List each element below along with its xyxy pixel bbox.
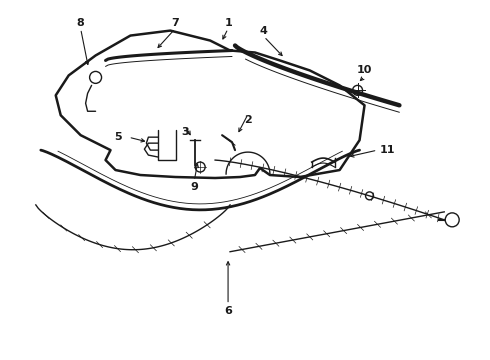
Text: 1: 1 bbox=[224, 18, 232, 28]
Text: 8: 8 bbox=[77, 18, 84, 28]
Text: 4: 4 bbox=[260, 26, 268, 36]
Text: 2: 2 bbox=[244, 115, 252, 125]
Text: 7: 7 bbox=[172, 18, 179, 28]
Text: 10: 10 bbox=[357, 66, 372, 76]
Text: 6: 6 bbox=[224, 306, 232, 316]
Text: 3: 3 bbox=[181, 127, 189, 137]
Text: 9: 9 bbox=[190, 182, 198, 192]
Text: 5: 5 bbox=[115, 132, 122, 142]
Text: 11: 11 bbox=[380, 145, 395, 155]
